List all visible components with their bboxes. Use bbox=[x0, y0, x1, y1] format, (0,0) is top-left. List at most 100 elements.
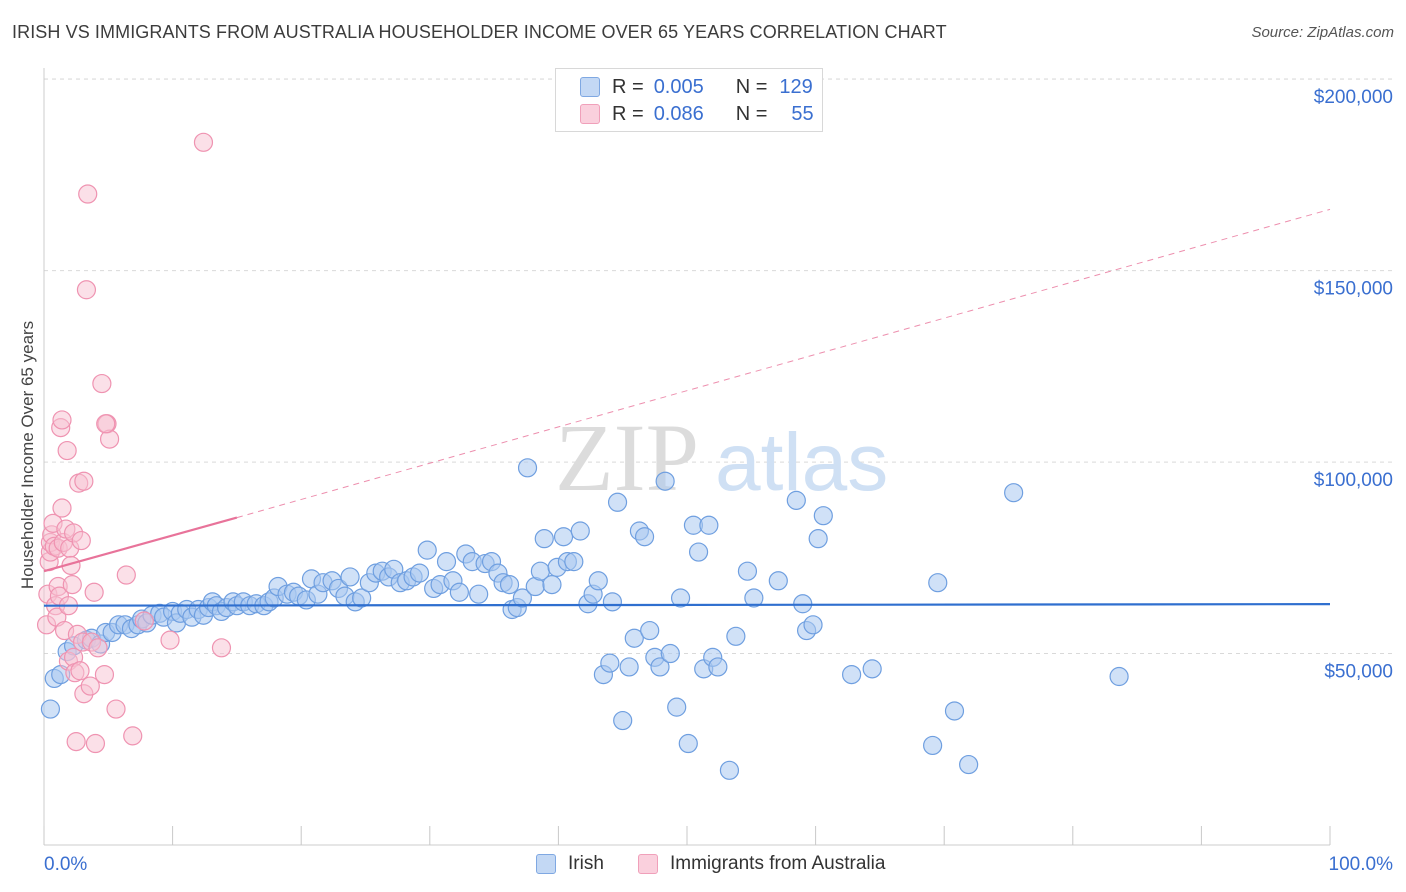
irish-point bbox=[417, 540, 437, 560]
australia-point bbox=[211, 638, 232, 658]
irish-point bbox=[660, 643, 680, 664]
irish-point bbox=[862, 659, 882, 679]
irish-point bbox=[553, 527, 574, 547]
y-tick-label: $50,000 bbox=[1324, 662, 1393, 683]
australia-point bbox=[96, 414, 116, 434]
australia-point bbox=[160, 630, 180, 650]
irish-point bbox=[600, 653, 620, 673]
chart-title: IRISH VS IMMIGRANTS FROM AUSTRALIA HOUSE… bbox=[12, 22, 947, 42]
y-tick-label: $150,000 bbox=[1314, 279, 1393, 300]
australia-trend-extension bbox=[236, 208, 1331, 519]
axes bbox=[43, 68, 1331, 846]
irish-point bbox=[1004, 483, 1024, 503]
australia-point bbox=[74, 471, 94, 491]
irish-point bbox=[923, 735, 943, 756]
bottom-irish-swatch bbox=[536, 854, 556, 874]
australia-point bbox=[70, 661, 90, 681]
irish-point bbox=[607, 492, 628, 512]
legend-r-label-2: R = bbox=[612, 102, 644, 125]
australia-point bbox=[92, 373, 112, 394]
australia-point bbox=[85, 733, 106, 754]
grid-lines bbox=[44, 78, 1393, 655]
irish-point bbox=[624, 628, 644, 648]
irish-swatch bbox=[580, 77, 600, 97]
australia-point bbox=[116, 565, 136, 585]
irish-point bbox=[708, 657, 728, 677]
irish-point bbox=[744, 588, 764, 608]
irish-point bbox=[813, 506, 833, 526]
irish-point bbox=[449, 582, 469, 602]
irish-point bbox=[542, 575, 562, 595]
irish-point bbox=[667, 697, 687, 717]
legend-r-value-australia: 0.086 bbox=[653, 102, 704, 125]
trend-lines bbox=[43, 208, 1331, 607]
irish-point bbox=[650, 657, 670, 677]
irish-point bbox=[634, 527, 655, 547]
australia-point bbox=[80, 676, 100, 696]
australia-point bbox=[84, 582, 104, 602]
irish-point bbox=[928, 573, 948, 593]
australia-point bbox=[76, 280, 97, 300]
y-tick-label: $200,000 bbox=[1314, 87, 1393, 108]
australia-point bbox=[78, 184, 98, 204]
australia-point bbox=[106, 699, 126, 719]
axis-labels: $50,000 $100,000 $150,000 $200,000 0.0% 100.0… bbox=[18, 87, 1393, 875]
irish-point bbox=[670, 588, 691, 608]
legend-n-label-2: N = bbox=[735, 102, 768, 125]
irish-point bbox=[517, 458, 538, 478]
australia-point bbox=[193, 132, 214, 152]
australia-point bbox=[66, 732, 86, 752]
irish-point bbox=[436, 552, 457, 572]
legend-n-value-irish: 129 bbox=[779, 75, 813, 98]
irish-point bbox=[719, 760, 740, 780]
australia-point bbox=[62, 575, 82, 595]
legend-row-australia: R = 0.086 N = 55 bbox=[580, 102, 814, 126]
irish-point bbox=[602, 592, 623, 612]
legend-row-irish: R = 0.005 N = 129 bbox=[580, 75, 813, 99]
australia-point bbox=[123, 726, 143, 746]
source-credit: Source: ZipAtlas.com bbox=[1251, 24, 1394, 41]
y-tick-label: $100,000 bbox=[1314, 470, 1393, 491]
bottom-irish-label: Irish bbox=[568, 853, 604, 874]
australia-point bbox=[57, 440, 77, 461]
australia-point bbox=[52, 498, 72, 518]
irish-point bbox=[40, 699, 61, 719]
australia-point bbox=[94, 664, 115, 685]
australia-point bbox=[52, 410, 72, 430]
australia-series bbox=[36, 132, 232, 754]
irish-point bbox=[726, 626, 746, 646]
irish-point bbox=[842, 664, 862, 685]
irish-point bbox=[959, 754, 979, 775]
bottom-legend-irish: Irish bbox=[536, 852, 604, 876]
irish-point bbox=[499, 575, 520, 595]
australia-point bbox=[71, 530, 91, 551]
irish-trend-line bbox=[43, 603, 1331, 607]
irish-point bbox=[564, 552, 584, 572]
bottom-australia-swatch bbox=[638, 854, 658, 874]
x-tick-label-min: 0.0% bbox=[44, 854, 87, 875]
watermark-zip: ZIP bbox=[555, 404, 699, 511]
legend-n-value-australia: 55 bbox=[791, 102, 814, 125]
australia-point bbox=[88, 638, 108, 658]
irish-point bbox=[808, 529, 828, 549]
correlation-legend: R = 0.005 N = 129 R = 0.086 N = 55 bbox=[555, 68, 823, 132]
x-tick-label-max: 100.0% bbox=[1329, 854, 1394, 875]
irish-point bbox=[613, 710, 633, 731]
legend-r-value-irish: 0.005 bbox=[653, 75, 704, 98]
australia-swatch bbox=[580, 104, 600, 124]
irish-point bbox=[803, 615, 823, 635]
irish-point bbox=[640, 620, 660, 641]
irish-point bbox=[737, 561, 758, 581]
irish-point bbox=[768, 571, 788, 591]
irish-point bbox=[619, 657, 639, 677]
legend-n-label: N = bbox=[735, 75, 768, 98]
australia-trend-line bbox=[43, 516, 238, 573]
irish-point bbox=[1109, 666, 1129, 687]
bottom-legend-australia: Immigrants from Australia bbox=[638, 852, 885, 876]
irish-point bbox=[340, 567, 360, 587]
irish-point bbox=[570, 521, 590, 541]
irish-point bbox=[699, 515, 719, 535]
irish-point bbox=[534, 529, 554, 549]
bottom-australia-label: Immigrants from Australia bbox=[670, 853, 886, 874]
